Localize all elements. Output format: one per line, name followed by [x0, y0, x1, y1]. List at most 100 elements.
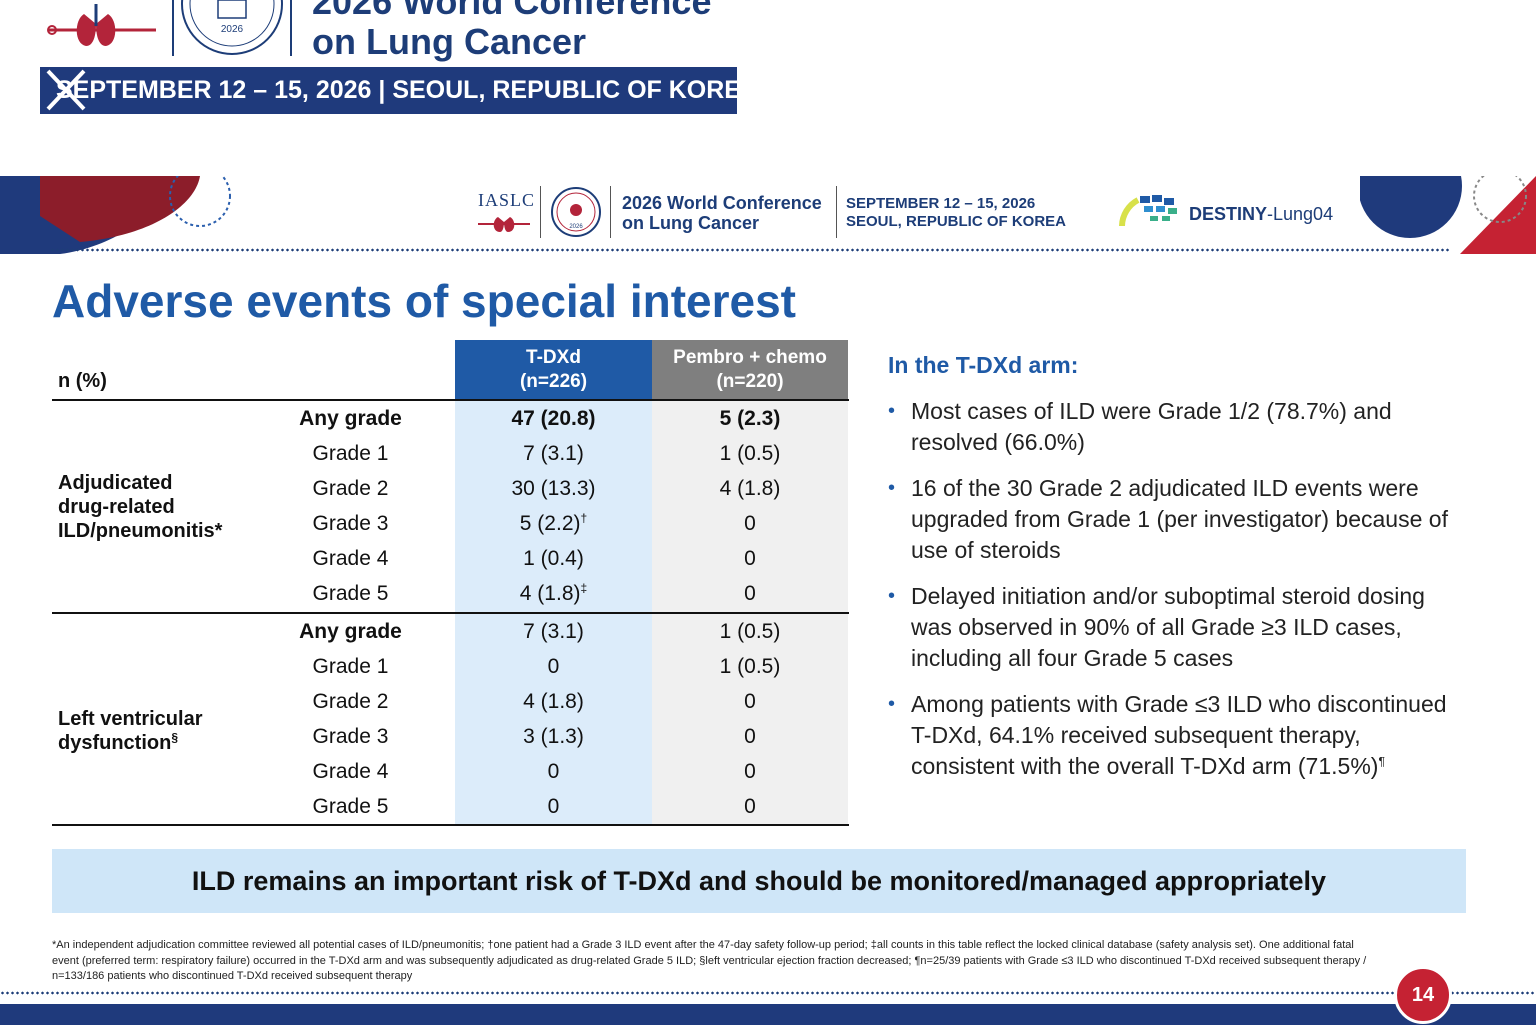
tdxd-cell: 4 (1.8)‡: [455, 576, 652, 611]
column-header-tdxd: T-DXd (n=226): [455, 340, 652, 400]
header-divider: [172, 0, 174, 56]
grade-cell: Grade 1: [312, 442, 389, 465]
pembro-cell: 1 (0.5): [719, 655, 781, 678]
conference-title-line2: on Lung Cancer: [312, 21, 587, 62]
footnote-mark: §: [171, 730, 179, 745]
conference-date-banner: SEPTEMBER 12 – 15, 2026 | SEOUL, REPUBLI…: [40, 67, 759, 114]
lungs-icon: [478, 217, 530, 232]
banner-text: SEPTEMBER 12 – 15, 2026 | SEOUL, REPUBLI…: [56, 76, 760, 104]
tdxd-cell: 4 (1.8): [523, 690, 584, 713]
tdxd-cell: 30 (13.3): [511, 477, 596, 500]
key-findings-list: Most cases of ILD were Grade 1/2 (78.7%)…: [888, 396, 1458, 797]
tdxd-cell: 1 (0.4): [523, 547, 584, 570]
tdxd-cell: 7 (3.1): [523, 620, 584, 643]
group-label-line: dysfunction§: [58, 731, 202, 755]
grade-cell: Grade 5: [312, 582, 389, 605]
slide-conference-date: SEPTEMBER 12 – 15, 2026 SEOUL, REPUBLIC …: [846, 195, 1066, 231]
table-rule: [52, 824, 849, 826]
iaslc-logo-text: IASLC: [478, 190, 536, 210]
tdxd-cell: 3 (1.3): [523, 725, 584, 748]
group-label-lv-dysfunction: Left ventricular dysfunction§: [58, 707, 202, 755]
seal-year: 2026: [569, 224, 583, 230]
pembro-cell: 0: [744, 760, 756, 783]
grade-cell: Grade 4: [312, 760, 389, 783]
table-row: Grade 3 3 (1.3) 0: [52, 719, 849, 754]
pembro-cell: 0: [744, 547, 756, 570]
column-header-pembro-chemo: Pembro + chemo (n=220): [652, 340, 848, 400]
tdxd-cell: 47 (20.8): [511, 407, 596, 430]
tdxd-value: 5 (2.2): [519, 512, 581, 535]
key-message-callout: ILD remains an important risk of T-DXd a…: [52, 849, 1466, 913]
tdxd-cell: 0: [547, 760, 560, 783]
column-header-tdxd-n: (n=226): [519, 371, 588, 392]
tdxd-value: 4 (1.8): [519, 582, 581, 605]
group-label-ild: Adjudicated drug-related ILD/pneumonitis…: [58, 471, 222, 543]
conference-seal-icon: 2026: [551, 187, 601, 237]
column-header-pembro-n: (n=220): [716, 371, 784, 392]
list-item-text: Among patients with Grade ≤3 ILD who dis…: [911, 691, 1447, 779]
close-icon[interactable]: [42, 67, 90, 114]
table-rule: [52, 399, 849, 401]
page-number-badge: 14: [1394, 966, 1452, 1024]
dotted-divider: [50, 248, 1450, 252]
footnote-mark: †: [580, 511, 588, 525]
tdxd-cell: 0: [547, 655, 560, 678]
pembro-cell: 0: [744, 795, 756, 818]
tdxd-column-shading: [455, 340, 652, 826]
tdxd-cell: 7 (3.1): [523, 442, 584, 465]
slide-conference-name: 2026 World Conference on Lung Cancer: [622, 193, 822, 233]
pembro-column-shading: [652, 340, 848, 826]
date-line1: SEPTEMBER 12 – 15, 2026: [846, 195, 1036, 212]
pembro-cell: 0: [744, 725, 756, 748]
table-row: Grade 2 4 (1.8) 0: [52, 684, 849, 719]
table-row: Grade 2 30 (13.3) 4 (1.8): [52, 471, 849, 506]
tdxd-arm-heading: In the T-DXd arm:: [888, 352, 1079, 378]
conference-title-line1: 2026 World Conference: [312, 0, 712, 22]
footnote-mark: ‡: [580, 581, 588, 595]
trial-name-prefix: DESTINY: [1189, 204, 1268, 224]
conference-title: 2026 World Conference on Lung Cancer: [312, 0, 711, 62]
header-decoration-right: [1360, 176, 1536, 254]
pembro-cell: 1 (0.5): [719, 442, 781, 465]
conference-seal: 2026: [178, 0, 286, 56]
pembro-cell: 1 (0.5): [719, 620, 781, 643]
pembro-cell: 0: [744, 690, 756, 713]
column-header-tdxd-name: T-DXd: [526, 347, 581, 368]
list-item: Delayed initiation and/or suboptimal ste…: [888, 581, 1458, 674]
list-item: Among patients with Grade ≤3 ILD who dis…: [888, 689, 1458, 782]
column-header-pembro-name: Pembro + chemo: [673, 347, 827, 368]
table-row: Grade 3 5 (2.2)† 0: [52, 506, 849, 541]
grade-cell: Grade 4: [312, 547, 389, 570]
footer-bar: [0, 1004, 1536, 1025]
table-row: Grade 5 0 0: [52, 789, 849, 824]
row-header-label: n (%): [58, 370, 107, 392]
conference-line2: on Lung Cancer: [622, 213, 760, 233]
header-divider: [290, 0, 292, 56]
table-row: Grade 1 7 (3.1) 1 (0.5): [52, 436, 849, 471]
group-label-line: ILD/pneumonitis*: [58, 520, 223, 542]
pembro-cell: 0: [744, 512, 756, 535]
pembro-cell: 5 (2.3): [719, 407, 781, 430]
dotted-divider: [0, 991, 1536, 995]
header-divider: [610, 186, 611, 238]
tdxd-cell: 0: [547, 795, 560, 818]
conference-logo: [44, 0, 162, 56]
footnote-mark: ¶: [1378, 754, 1385, 769]
group-label-line: drug-related: [58, 496, 175, 518]
conference-line1: 2026 World Conference: [622, 193, 822, 213]
slide-header: IASLC 2026 2026 World Conference on Lung…: [0, 176, 1536, 254]
grade-cell: Grade 2: [312, 477, 389, 500]
table-row: Any grade 7 (3.1) 1 (0.5): [52, 614, 849, 649]
table-row: Grade 5 4 (1.8)‡ 0: [52, 576, 849, 611]
group-label-line: Adjudicated: [58, 472, 173, 494]
grade-cell: Any grade: [299, 407, 402, 430]
header-divider: [540, 186, 541, 238]
trial-name: DESTINY-Lung04: [1189, 204, 1333, 225]
pembro-cell: 0: [744, 582, 756, 605]
header-decoration-left: [0, 176, 240, 254]
destiny-logo-icon: [1119, 195, 1177, 227]
list-item: Most cases of ILD were Grade 1/2 (78.7%)…: [888, 396, 1458, 458]
table-row: Grade 4 0 0: [52, 754, 849, 789]
grade-cell: Grade 1: [312, 655, 389, 678]
seal-year: 2026: [221, 24, 244, 35]
